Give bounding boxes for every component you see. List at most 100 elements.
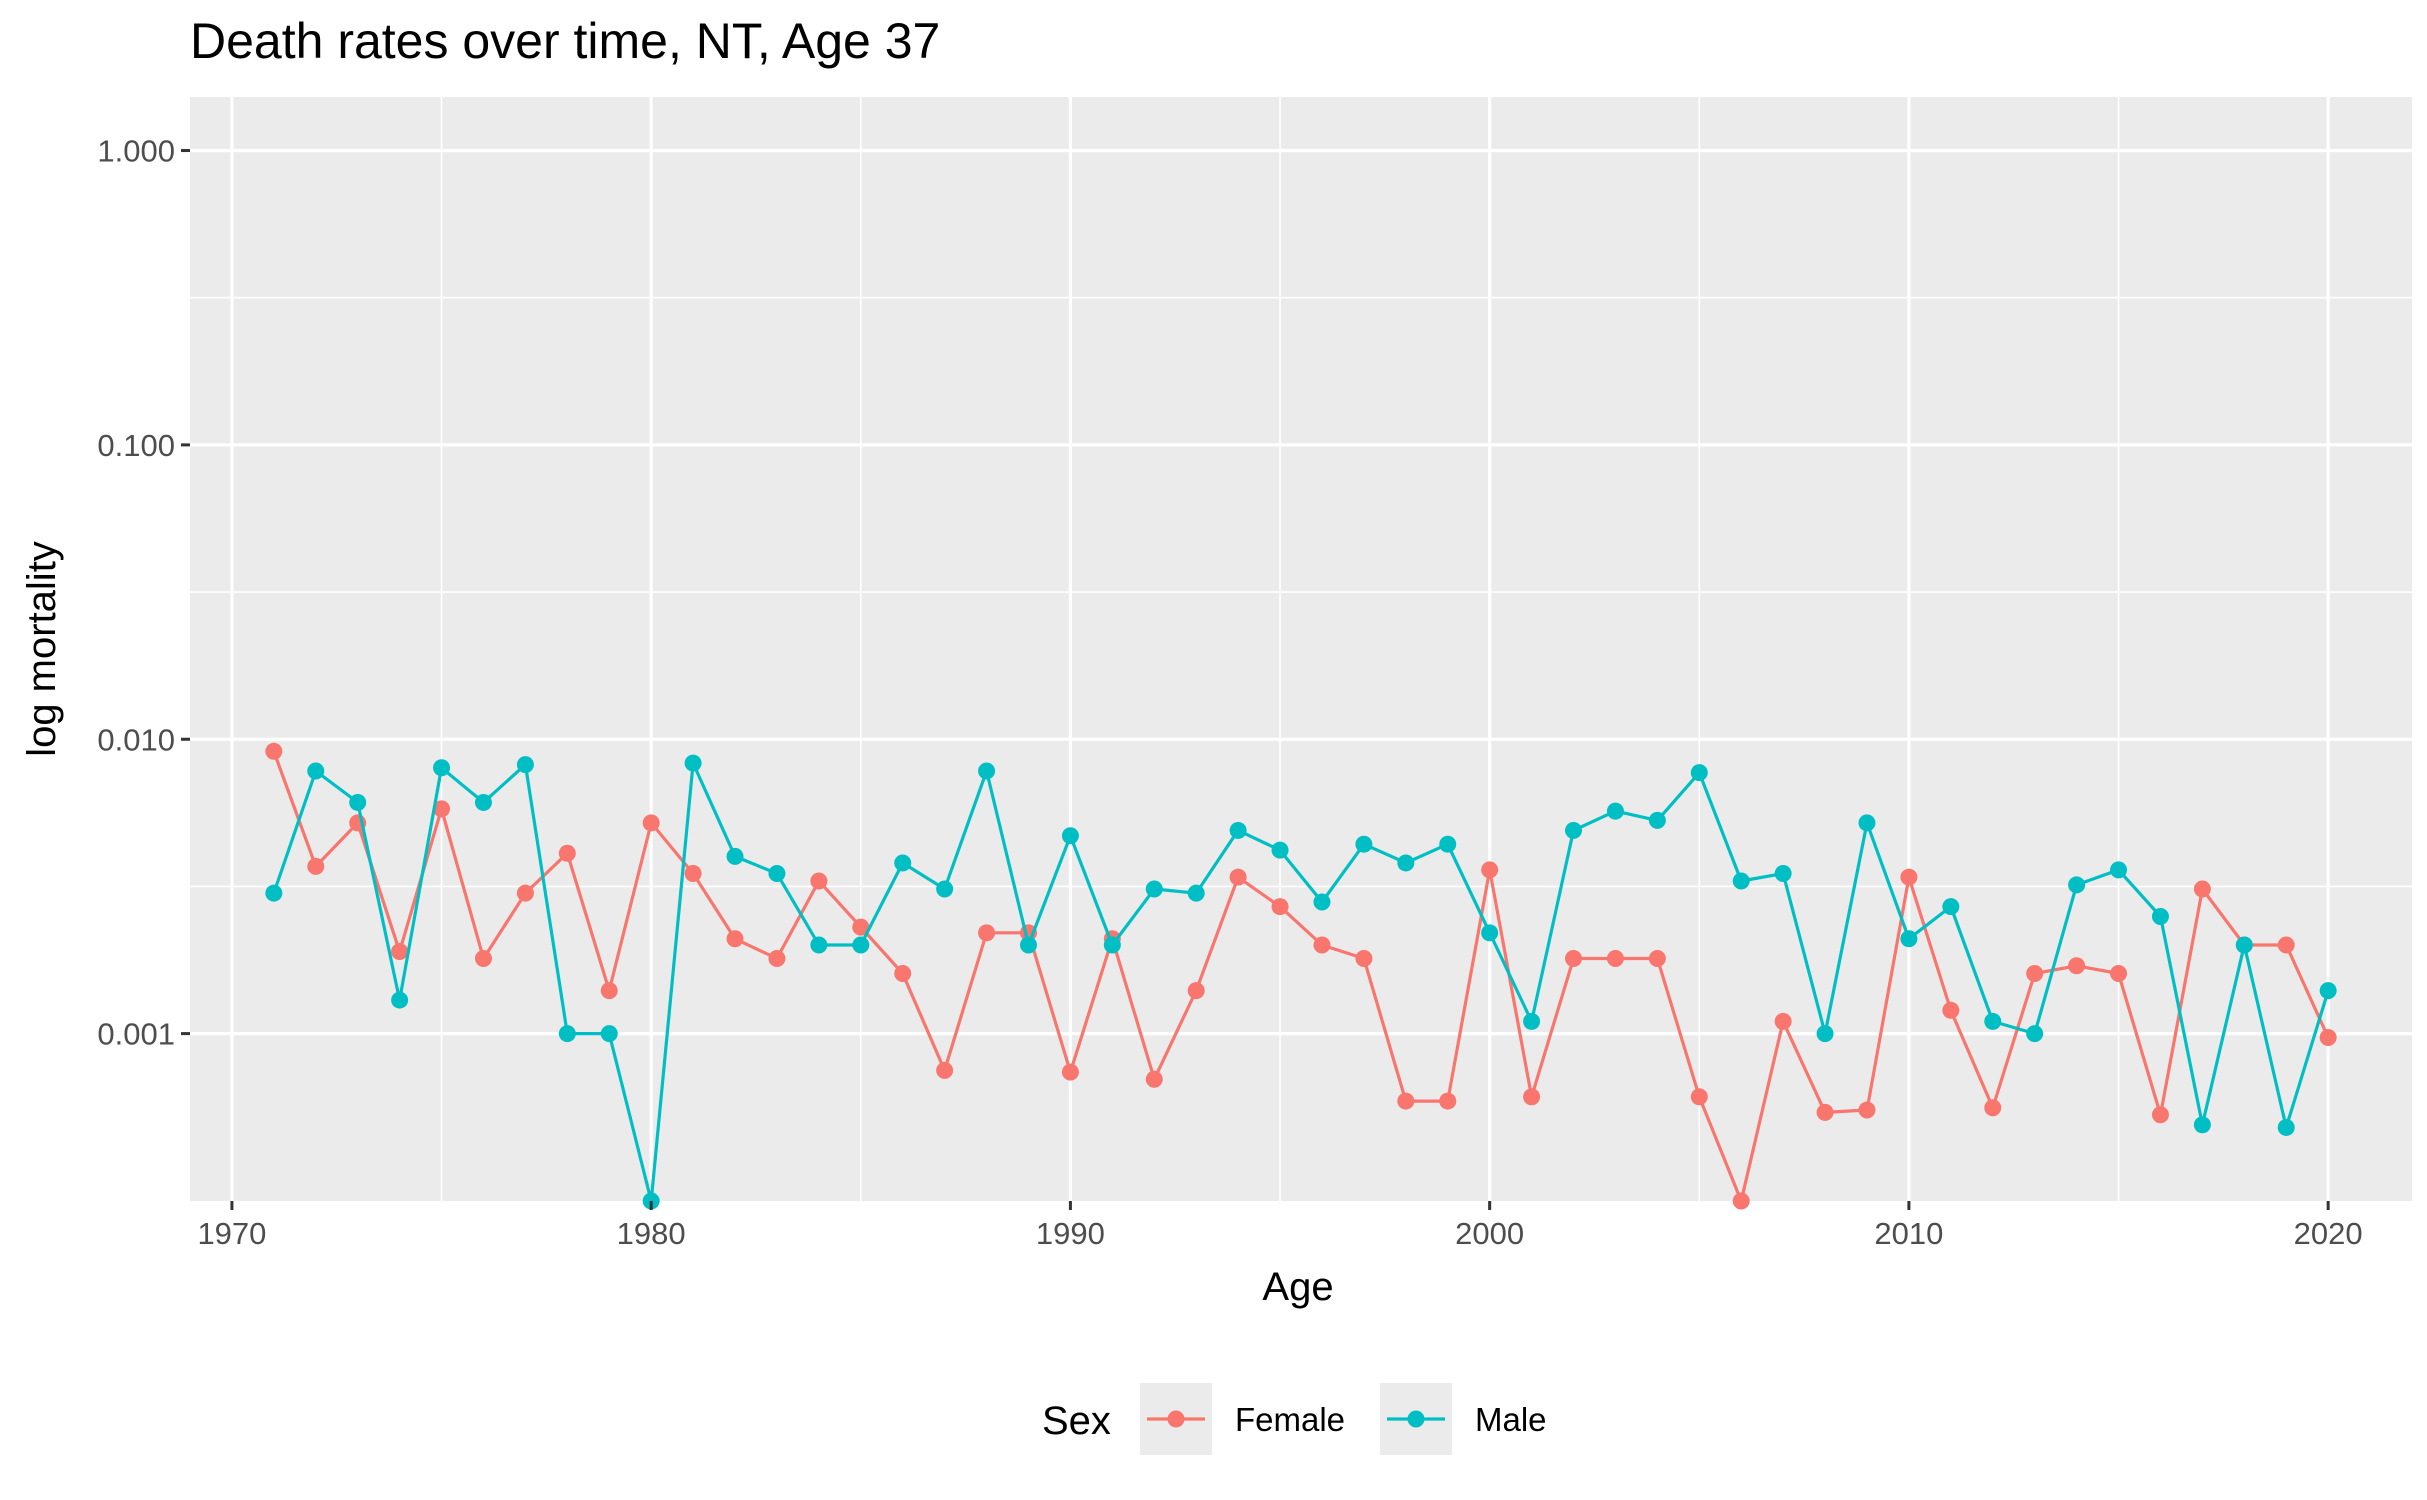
grid-minor bbox=[190, 97, 2412, 1201]
series-line-male bbox=[272, 761, 2330, 1203]
plot-panel bbox=[190, 97, 2412, 1201]
data-point-male bbox=[726, 847, 744, 865]
data-point-male bbox=[558, 1025, 576, 1043]
data-point-female bbox=[2151, 1106, 2169, 1124]
data-point-female bbox=[2110, 965, 2128, 983]
data-point-male bbox=[1523, 1012, 1541, 1030]
data-point-male bbox=[474, 793, 492, 811]
legend-label-male: Male bbox=[1475, 1401, 1547, 1438]
data-point-male bbox=[1732, 872, 1750, 890]
data-point-male bbox=[1942, 898, 1960, 916]
data-point-female bbox=[516, 884, 534, 902]
data-point-male bbox=[1816, 1025, 1834, 1043]
series-male bbox=[265, 754, 2337, 1210]
data-point-male bbox=[768, 864, 786, 882]
y-tick-label: 0.010 bbox=[97, 722, 175, 757]
data-point-male bbox=[2026, 1025, 2044, 1043]
x-tick-label: 1990 bbox=[1036, 1216, 1105, 1251]
data-point-female bbox=[2319, 1029, 2337, 1047]
data-point-male bbox=[2277, 1118, 2295, 1136]
data-point-male bbox=[1061, 827, 1079, 845]
data-point-male bbox=[1900, 930, 1918, 948]
data-point-male bbox=[1481, 924, 1499, 942]
data-point-female bbox=[433, 800, 451, 818]
data-point-female bbox=[1355, 949, 1373, 967]
data-point-female bbox=[1858, 1101, 1876, 1119]
chart-title: Death rates over time, NT, Age 37 bbox=[190, 13, 940, 69]
data-point-female bbox=[1565, 949, 1583, 967]
data-point-male bbox=[1145, 880, 1163, 898]
data-point-female bbox=[1606, 949, 1624, 967]
data-point-male bbox=[1774, 864, 1792, 882]
data-point-male bbox=[433, 759, 451, 777]
data-point-female bbox=[642, 814, 660, 832]
data-point-male bbox=[391, 991, 409, 1009]
data-point-female bbox=[1816, 1103, 1834, 1121]
y-tick-label: 0.100 bbox=[97, 428, 175, 463]
data-point-male bbox=[265, 884, 283, 902]
data-point-male bbox=[810, 936, 828, 954]
data-point-female bbox=[265, 742, 283, 760]
data-point-female bbox=[1145, 1070, 1163, 1088]
x-tick-label: 2000 bbox=[1455, 1216, 1524, 1251]
data-point-male bbox=[2110, 861, 2128, 879]
data-point-female bbox=[810, 872, 828, 890]
data-point-female bbox=[894, 965, 912, 983]
data-point-female bbox=[600, 982, 618, 1000]
data-point-male bbox=[978, 762, 996, 780]
series-layer bbox=[265, 742, 2337, 1210]
data-point-male bbox=[600, 1025, 618, 1043]
y-axis-title: log mortality bbox=[20, 541, 64, 757]
data-point-female bbox=[2277, 936, 2295, 954]
data-point-male bbox=[1397, 854, 1415, 872]
data-point-female bbox=[1271, 898, 1289, 916]
data-point-female bbox=[1397, 1092, 1415, 1110]
data-point-male bbox=[894, 854, 912, 872]
data-point-female bbox=[684, 864, 702, 882]
data-point-female bbox=[2193, 880, 2211, 898]
data-point-male bbox=[1858, 814, 1876, 832]
data-point-male bbox=[852, 936, 870, 954]
data-point-female bbox=[726, 930, 744, 948]
data-point-male bbox=[1313, 893, 1331, 911]
x-axis-title: Age bbox=[1262, 1265, 1333, 1309]
data-point-female bbox=[2068, 957, 2086, 975]
legend-title: Sex bbox=[1042, 1399, 1111, 1443]
data-point-female bbox=[1187, 982, 1205, 1000]
data-point-female bbox=[307, 857, 325, 875]
data-point-male bbox=[2193, 1116, 2211, 1134]
data-point-male bbox=[684, 754, 702, 772]
data-point-male bbox=[307, 762, 325, 780]
data-point-male bbox=[516, 756, 534, 774]
y-tick-label: 0.001 bbox=[97, 1017, 175, 1052]
data-point-male bbox=[1690, 764, 1708, 782]
legend: Sex Female Male bbox=[1042, 1383, 1547, 1455]
y-axis: 0.001 0.010 0.100 1.000 bbox=[97, 134, 190, 1052]
data-point-male bbox=[1355, 835, 1373, 853]
legend-key-male-point bbox=[1407, 1410, 1425, 1428]
data-point-male bbox=[1565, 821, 1583, 839]
data-point-male bbox=[2235, 936, 2253, 954]
data-point-male bbox=[2068, 876, 2086, 894]
data-point-female bbox=[936, 1061, 954, 1079]
data-point-female bbox=[1648, 949, 1666, 967]
data-point-female bbox=[2026, 965, 2044, 983]
data-point-male bbox=[349, 793, 367, 811]
data-point-female bbox=[1481, 861, 1499, 879]
data-point-male bbox=[1439, 835, 1457, 853]
legend-key-female-point bbox=[1167, 1410, 1185, 1428]
data-point-female bbox=[1690, 1088, 1708, 1106]
data-point-female bbox=[1523, 1088, 1541, 1106]
data-point-female bbox=[1439, 1092, 1457, 1110]
legend-label-female: Female bbox=[1235, 1401, 1345, 1438]
data-point-male bbox=[1271, 841, 1289, 859]
y-tick-label: 1.000 bbox=[97, 134, 175, 169]
x-tick-label: 1980 bbox=[617, 1216, 686, 1251]
data-point-male bbox=[2319, 982, 2337, 1000]
data-point-female bbox=[1313, 936, 1331, 954]
data-point-male bbox=[936, 880, 954, 898]
data-point-female bbox=[768, 949, 786, 967]
series-female bbox=[265, 742, 2337, 1210]
x-axis: 1970 1980 1990 2000 2010 2020 bbox=[197, 1201, 2363, 1251]
